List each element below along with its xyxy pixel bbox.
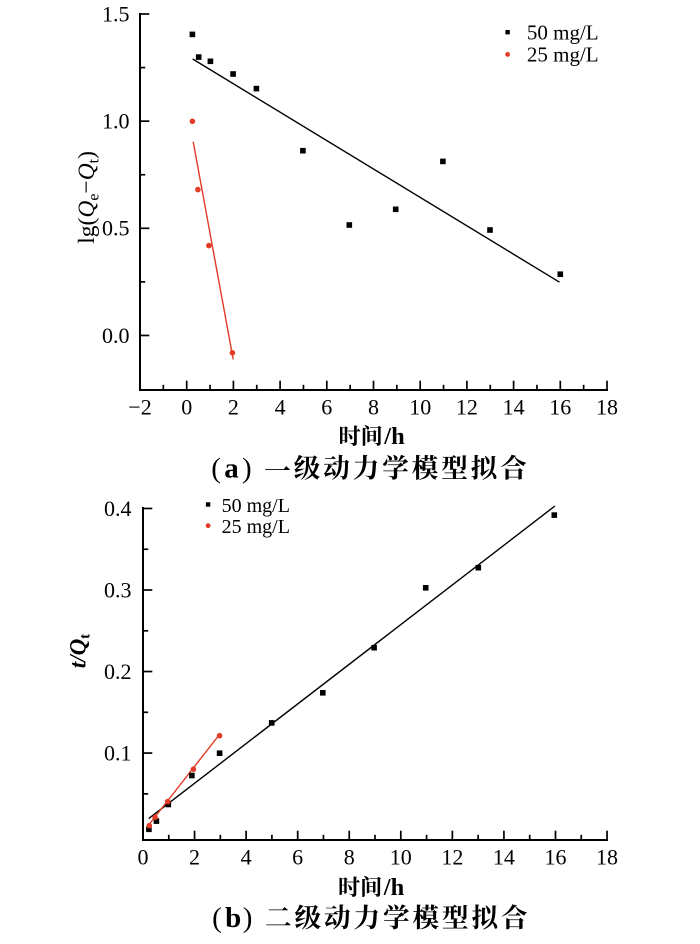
svg-text:0.1: 0.1 bbox=[104, 740, 132, 765]
svg-text:t/Qt: t/Qt bbox=[66, 634, 94, 668]
svg-text:10: 10 bbox=[390, 844, 412, 869]
svg-text:50 mg/L: 50 mg/L bbox=[222, 495, 290, 517]
svg-text:0.4: 0.4 bbox=[104, 496, 132, 521]
svg-text:0.3: 0.3 bbox=[104, 577, 132, 602]
svg-text:2: 2 bbox=[189, 844, 200, 869]
svg-text:−2: −2 bbox=[128, 395, 151, 420]
svg-text:12: 12 bbox=[441, 844, 463, 869]
svg-text:/h: /h bbox=[383, 874, 405, 901]
svg-text:/h: /h bbox=[383, 423, 405, 450]
svg-text:0: 0 bbox=[138, 844, 149, 869]
svg-text:16: 16 bbox=[544, 844, 566, 869]
svg-text:12: 12 bbox=[456, 395, 478, 420]
svg-text:6: 6 bbox=[321, 395, 332, 420]
svg-text:4: 4 bbox=[241, 844, 252, 869]
svg-text:0.5: 0.5 bbox=[102, 216, 130, 241]
svg-text:16: 16 bbox=[549, 395, 571, 420]
svg-text:b: b bbox=[225, 902, 241, 934]
svg-text:(: ( bbox=[212, 902, 222, 934]
svg-text:): ) bbox=[242, 452, 252, 484]
svg-text:25 mg/L: 25 mg/L bbox=[527, 43, 599, 67]
svg-text:a: a bbox=[224, 452, 239, 484]
svg-text:10: 10 bbox=[409, 395, 431, 420]
svg-text:50 mg/L: 50 mg/L bbox=[527, 21, 599, 45]
svg-text:1.0: 1.0 bbox=[102, 108, 130, 133]
svg-text:25 mg/L: 25 mg/L bbox=[222, 516, 290, 538]
svg-text:0.2: 0.2 bbox=[104, 659, 132, 684]
svg-text:1.5: 1.5 bbox=[102, 1, 130, 26]
svg-text:14: 14 bbox=[493, 844, 515, 869]
svg-text:0: 0 bbox=[181, 395, 192, 420]
svg-text:8: 8 bbox=[344, 844, 355, 869]
svg-text:18: 18 bbox=[596, 395, 618, 420]
svg-text:4: 4 bbox=[275, 395, 286, 420]
svg-text:0.0: 0.0 bbox=[102, 323, 130, 348]
svg-text:): ) bbox=[243, 902, 253, 934]
svg-text:18: 18 bbox=[596, 844, 618, 869]
svg-text:(: ( bbox=[211, 452, 221, 484]
svg-text:6: 6 bbox=[292, 844, 303, 869]
svg-text:2: 2 bbox=[228, 395, 239, 420]
svg-text:14: 14 bbox=[503, 395, 525, 420]
svg-text:8: 8 bbox=[368, 395, 379, 420]
